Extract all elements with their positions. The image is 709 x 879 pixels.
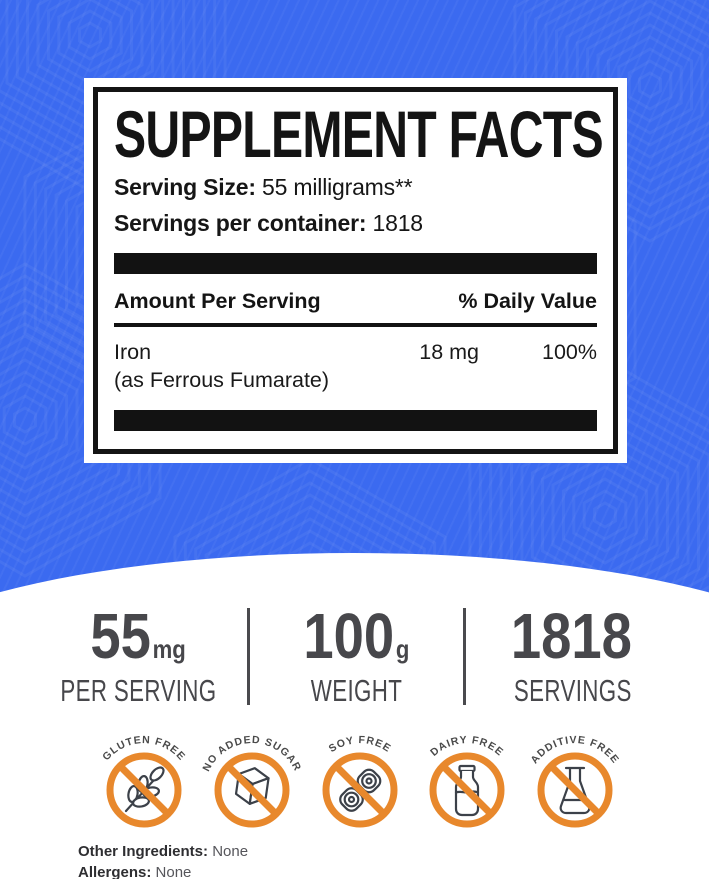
stat-value: 100 (303, 600, 395, 672)
stat-weight: 100 g WEIGHT (250, 604, 463, 706)
badge-additive-free: ADDITIVE FREE (528, 734, 621, 828)
panel-title: SUPPLEMENT FACTS (114, 97, 604, 171)
servings-per-container-value: 1818 (372, 209, 424, 236)
other-ingredients-line: Other Ingredients: None (78, 841, 248, 862)
stat-label: WEIGHT (310, 673, 403, 708)
prohibition-sign (429, 752, 505, 828)
servings-per-container-line: Servings per container: 1818 (114, 210, 597, 237)
stat-value: 55 (90, 600, 152, 672)
other-ingredients-value: None (212, 843, 249, 860)
allergens-line: Allergens: None (78, 862, 248, 879)
stat-servings-number: 1818 (511, 604, 634, 668)
badge-soy-free: SOY FREE (322, 734, 397, 828)
stat-value: 1818 (511, 600, 633, 672)
other-ingredients-label: Other Ingredients: (78, 843, 209, 860)
stat-unit: g (395, 634, 410, 664)
supplement-facts-border: SUPPLEMENT FACTS Serving Size: 55 millig… (93, 87, 618, 454)
nutrient-row: Iron 18 mg 100% (114, 340, 597, 365)
curved-white-transition (0, 553, 709, 819)
nutrient-amount: 18 mg (419, 339, 479, 364)
soy-pod-icon (338, 768, 381, 812)
supplement-facts-panel: SUPPLEMENT FACTS Serving Size: 55 millig… (84, 78, 627, 463)
stat-divider (462, 608, 466, 705)
allergens-value: None (155, 864, 192, 879)
daily-value-header: % Daily Value (458, 288, 597, 313)
stat-label: SERVINGS (513, 673, 632, 708)
stat-divider (246, 608, 250, 705)
stat-per-serving: 55 mg PER SERVING (30, 604, 247, 706)
nutrient-daily-value: 100% (542, 339, 597, 364)
thick-divider-top (114, 252, 597, 274)
stat-label: PER SERVING (60, 673, 217, 708)
allergens-label: Allergens: (78, 864, 152, 879)
prohibition-sign (214, 752, 290, 828)
stats-row: 55 mg PER SERVING 100 g WEIGHT 1818 SERV… (30, 604, 679, 706)
badge-dairy-free: DAIRY FREE (428, 734, 505, 828)
badge-label: ADDITIVE FREE (528, 734, 621, 766)
table-header: Amount Per Serving % Daily Value (114, 289, 597, 314)
badge-gluten-free: GLUTEN FREE (100, 734, 187, 828)
prohibition-sign (537, 752, 613, 828)
serving-size-line: Serving Size: 55 milligrams** (114, 174, 597, 201)
thick-divider-bottom (114, 409, 597, 431)
stat-per-serving-number: 55 mg (91, 604, 186, 668)
serving-size-label: Serving Size: (114, 173, 256, 200)
stat-servings: 1818 SERVINGS (466, 604, 679, 706)
badge-label: SOY FREE (326, 734, 393, 755)
nutrient-detail: (as Ferrous Fumarate) (114, 367, 330, 392)
stat-unit: mg (152, 634, 187, 664)
ingredients-footnotes: Other Ingredients: None Allergens: None (78, 841, 248, 879)
amount-per-serving-header: Amount Per Serving (114, 288, 321, 313)
badge-no-added-sugar: NO ADDED SUGAR (200, 734, 302, 828)
serving-size-value: 55 milligrams** (262, 173, 413, 200)
prohibition-sign (322, 752, 397, 828)
stat-weight-number: 100 g (303, 604, 409, 668)
nutrient-name: Iron (114, 339, 152, 364)
free-of-badges-row: GLUTEN FREE NO ADDED SUGAR (92, 726, 627, 834)
blue-hero-background: SUPPLEMENT FACTS Serving Size: 55 millig… (0, 0, 709, 620)
servings-per-container-label: Servings per container: (114, 209, 367, 236)
thin-divider (114, 322, 597, 327)
prohibition-sign (106, 752, 182, 828)
